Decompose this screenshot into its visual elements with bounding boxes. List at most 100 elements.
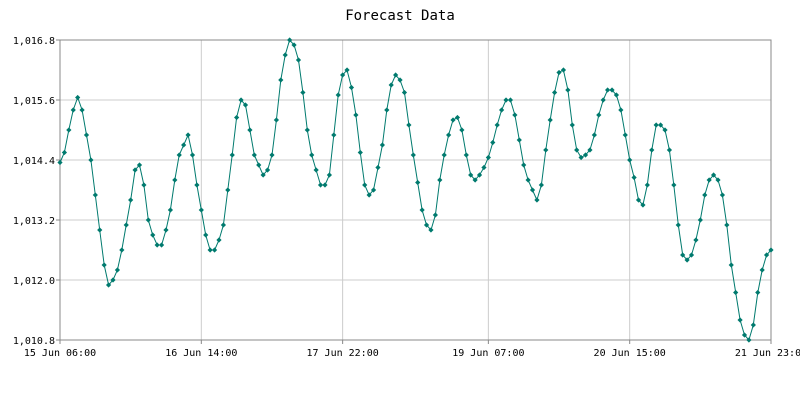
data-point [552, 89, 558, 96]
y-tick-label: 1,014.4 [13, 156, 55, 167]
data-point [684, 257, 690, 263]
plot-frame [59, 39, 772, 341]
x-tick-label: 17 Jun 22:00 [307, 348, 379, 359]
data-point [410, 152, 416, 158]
data-point [499, 107, 505, 113]
data-point [278, 77, 284, 83]
data-point [574, 147, 580, 153]
data-point [185, 132, 191, 138]
data-point [622, 132, 628, 138]
data-point [706, 177, 712, 183]
data-point [666, 147, 673, 153]
data-point [335, 92, 341, 98]
data-point [79, 107, 85, 113]
data-point [516, 137, 522, 143]
data-point [560, 67, 567, 73]
data-point [657, 122, 664, 128]
data-point [662, 127, 668, 133]
data-point [733, 289, 739, 296]
data-point [260, 172, 266, 178]
data-point [719, 192, 726, 198]
data-point [741, 332, 748, 338]
data-point [163, 227, 169, 233]
data-point [83, 132, 90, 138]
data-point [388, 82, 394, 88]
data-point [348, 84, 355, 91]
data-point [397, 77, 403, 83]
data-point [264, 167, 271, 173]
data-point [512, 112, 518, 118]
data-point [66, 127, 72, 133]
x-tick-label: 20 Jun 15:00 [594, 348, 666, 359]
data-point [75, 94, 81, 101]
data-point [194, 182, 200, 188]
data-point [534, 197, 540, 203]
y-tick-label: 1,016.8 [13, 36, 55, 47]
data-point [158, 242, 165, 248]
data-point [582, 152, 589, 158]
series-line [59, 38, 772, 342]
data-point [627, 157, 633, 163]
data-point [490, 139, 496, 146]
data-point [688, 252, 695, 258]
data-point [198, 207, 204, 213]
data-point [605, 87, 611, 93]
data-point [454, 114, 461, 121]
data-point [384, 107, 390, 113]
data-point [591, 132, 597, 138]
data-point [295, 57, 302, 63]
data-point [419, 207, 425, 213]
data-point [189, 152, 196, 158]
data-point [362, 182, 368, 188]
data-point [326, 172, 332, 178]
data-point [203, 232, 209, 238]
data-point [441, 152, 447, 158]
data-point [282, 52, 288, 58]
data-point [565, 87, 571, 93]
data-point [366, 192, 372, 198]
data-point [596, 112, 602, 118]
data-point [229, 152, 235, 158]
data-point [88, 157, 94, 163]
data-point [494, 122, 500, 128]
data-point [57, 159, 63, 166]
data-point [300, 89, 306, 96]
data-point [181, 142, 187, 148]
data-point [746, 337, 752, 343]
data-point [578, 154, 584, 161]
data-point [635, 197, 642, 203]
data-point [370, 187, 377, 193]
data-point [110, 277, 116, 283]
data-point [141, 182, 147, 188]
data-point [587, 147, 593, 153]
data-point [728, 262, 734, 268]
data-point [331, 132, 337, 138]
data-point [375, 164, 381, 171]
x-tick-label: 19 Jun 07:00 [452, 348, 524, 359]
data-point [256, 162, 262, 168]
data-point [287, 37, 293, 43]
data-point [485, 154, 491, 161]
data-point [697, 217, 703, 223]
data-point [211, 247, 218, 253]
data-point [379, 142, 385, 148]
data-point [631, 174, 637, 181]
data-point [92, 192, 98, 198]
data-point [344, 67, 350, 73]
data-point [450, 117, 456, 123]
data-point [105, 282, 112, 288]
data-point [547, 117, 553, 123]
x-tick-label: 16 Jun 14:00 [165, 348, 237, 359]
data-point [291, 42, 297, 48]
data-point [154, 242, 160, 248]
data-point [459, 127, 465, 133]
data-point [322, 182, 328, 188]
data-point [406, 122, 412, 128]
y-axis: 1,010.8 1,012.0 1,013.2 1,014.4 1,015.6 1,016… [13, 36, 60, 347]
data-point [225, 187, 231, 193]
data-point [207, 247, 213, 253]
data-point [759, 267, 765, 273]
data-point [176, 152, 182, 158]
data-point [693, 237, 699, 243]
y-tick-label: 1,015.6 [13, 96, 55, 107]
